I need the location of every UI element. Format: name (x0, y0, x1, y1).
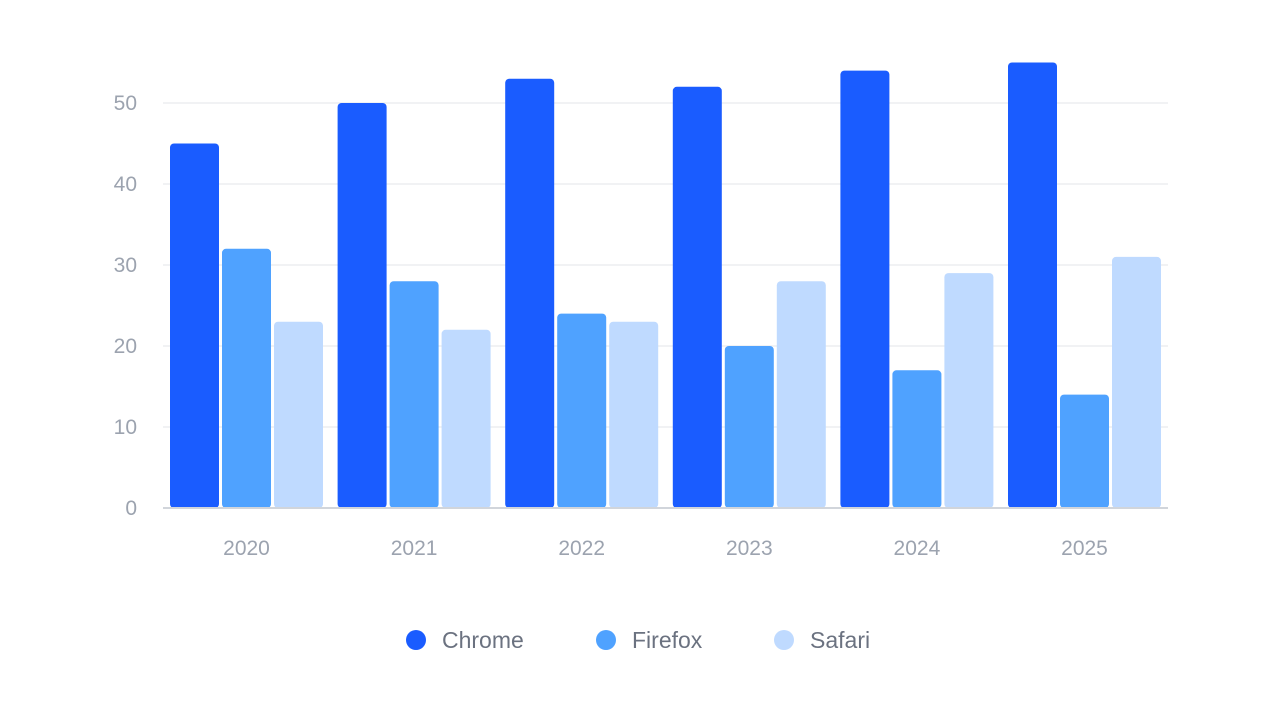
x-tick-label: 2024 (894, 537, 941, 560)
legend-item-safari[interactable]: Safari (774, 627, 870, 653)
y-tick-label: 20 (114, 335, 137, 358)
bar-safari-2021 (441, 329, 491, 508)
y-tick-label: 0 (125, 497, 137, 520)
x-tick-label: 2021 (391, 537, 438, 560)
y-tick-label: 30 (114, 254, 137, 277)
bar-safari-2024 (944, 273, 994, 508)
bar-firefox-2023 (724, 346, 774, 508)
y-tick-label: 50 (114, 92, 137, 115)
y-tick-label: 40 (114, 173, 137, 196)
legend-swatch (774, 630, 794, 650)
axes: 0 10 20 30 40 50 2020 2021 2022 2023 2024 2025 (114, 92, 1168, 560)
x-tick-label: 2023 (726, 537, 773, 560)
gridlines (163, 102, 1168, 428)
legend-label: Safari (810, 627, 870, 653)
legend: Chrome Firefox Safari (406, 627, 870, 653)
legend-item-chrome[interactable]: Chrome (406, 627, 524, 653)
bar-safari-2020 (274, 321, 323, 508)
bar-chrome-2025 (1008, 62, 1057, 508)
bar-chrome-2020 (170, 143, 219, 508)
legend-swatch (596, 630, 616, 650)
bars (170, 62, 1161, 509)
bar-safari-2025 (1112, 256, 1161, 508)
bar-firefox-2022 (557, 313, 607, 508)
bar-chrome-2022 (505, 78, 555, 508)
x-tick-label: 2020 (223, 537, 270, 560)
bar-firefox-2025 (1060, 394, 1109, 508)
x-tick-label: 2022 (558, 537, 605, 560)
legend-item-firefox[interactable]: Firefox (596, 627, 703, 653)
legend-label: Firefox (632, 627, 703, 653)
x-tick-label: 2025 (1061, 537, 1108, 560)
bar-chrome-2023 (672, 86, 722, 509)
y-tick-label: 10 (114, 416, 137, 439)
legend-label: Chrome (442, 627, 524, 653)
bar-firefox-2024 (892, 370, 942, 508)
bar-firefox-2020 (222, 248, 271, 509)
bar-chrome-2024 (840, 70, 890, 508)
bar-chrome-2021 (337, 103, 387, 508)
legend-swatch (406, 630, 426, 650)
bar-safari-2023 (776, 281, 826, 508)
bar-safari-2022 (609, 321, 659, 508)
bar-firefox-2021 (389, 281, 439, 508)
